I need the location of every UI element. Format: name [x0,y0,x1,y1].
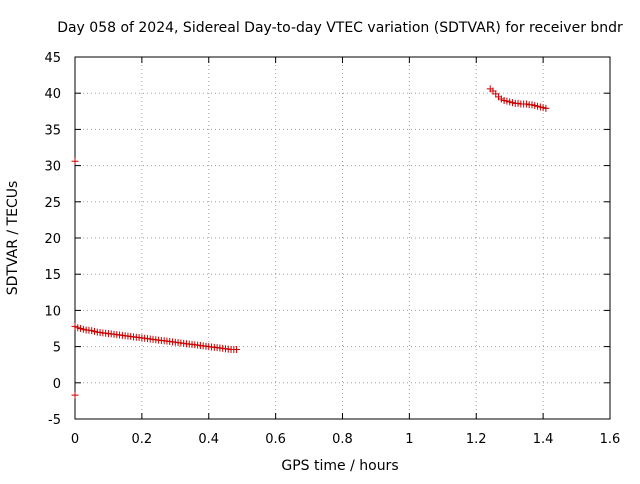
x-tick-label: 0.2 [132,432,153,447]
tick-labels: 0 0.2 0.4 0.6 0.8 1 1.2 1.4 1.6 -5 0 5 10 15 20 25 30 35 4… [44,51,620,447]
ticks [74,56,611,420]
y-tick-label: -5 [48,413,61,428]
grid [75,57,610,419]
y-tick-label: 30 [44,160,61,175]
x-tick-label: 1.6 [600,432,621,447]
y-axis-label: SDTVAR / TECUs [5,181,21,296]
y-tick-label: 0 [53,377,61,392]
x-axis-label: GPS time / hours [281,458,398,474]
y-tick-label: 10 [44,304,61,319]
y-tick-label: 40 [44,87,61,102]
x-tick-label: 1.4 [533,432,554,447]
y-tick-label: 15 [44,268,61,283]
y-tick-label: 45 [44,51,61,66]
data-point [542,104,550,112]
x-tick-label: 0.6 [265,432,286,447]
chart-title: Day 058 of 2024, Sidereal Day-to-day VTE… [57,20,623,36]
x-tick-label: 0.4 [198,432,219,447]
y-tick-label: 35 [44,123,61,138]
data-markers [71,85,550,399]
data-point [233,345,241,353]
data-point [71,157,79,165]
x-tick-label: 0 [71,432,79,447]
x-tick-label: 0.8 [332,432,353,447]
x-tick-label: 1 [405,432,413,447]
y-tick-label: 5 [53,341,61,356]
y-tick-label: 20 [44,232,61,247]
data-point [71,391,79,399]
y-tick-label: 25 [44,196,61,211]
x-tick-label: 1.2 [466,432,487,447]
